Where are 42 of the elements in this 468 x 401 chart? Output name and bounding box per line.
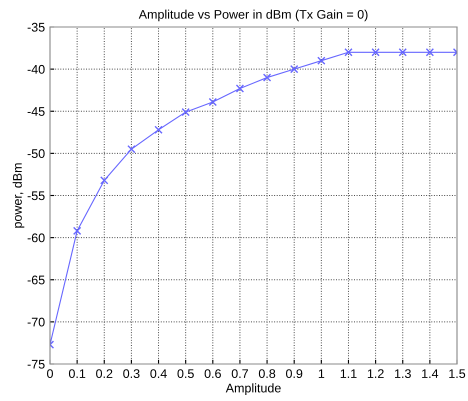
- point: [72, 226, 82, 236]
- x-tick-label: 1: [318, 369, 324, 378]
- y-tick-label: -55: [28, 191, 45, 200]
- y-tick-label: -35: [28, 22, 45, 32]
- point: [371, 48, 380, 56]
- x-axis-title: Amplitude: [226, 383, 281, 395]
- x-tick-label: 0: [47, 369, 53, 378]
- y-tick-label: -60: [28, 233, 45, 242]
- point: [182, 108, 190, 116]
- point: [426, 48, 434, 56]
- chart-title: Amplitude vs Power in dBm (Tx Gain = 0): [138, 10, 368, 22]
- point: [127, 144, 136, 154]
- x-tick-label: 1.5: [449, 369, 466, 378]
- x-tick-label: 1.4: [422, 369, 438, 378]
- y-tick-label: -50: [28, 149, 45, 158]
- point: [398, 48, 407, 56]
- x-tick-label: 1.1: [340, 369, 357, 378]
- point: [262, 73, 272, 82]
- point: [317, 56, 326, 65]
- x-tick-label: 0.8: [258, 369, 276, 378]
- x-tick-label: 1.3: [395, 369, 411, 378]
- point: [236, 84, 244, 93]
- y-tick-label: -75: [28, 360, 45, 369]
- y-tick-label: -70: [28, 318, 45, 327]
- point: [290, 64, 298, 74]
- point: [100, 176, 108, 184]
- y-tick-label: -40: [28, 64, 45, 74]
- x-tick-label: 0.2: [96, 369, 112, 378]
- x-tick-label: 0.5: [177, 369, 194, 378]
- point: [344, 48, 353, 56]
- y-tick-label: -65: [28, 276, 45, 284]
- x-tick-label: 1.2: [368, 369, 384, 378]
- y-tick-label: -45: [28, 107, 45, 116]
- y-axis-title: power, dBm: [12, 163, 24, 228]
- x-tick-label: 0.7: [232, 369, 248, 378]
- point: [208, 98, 217, 106]
- x-tick-label: 0.6: [204, 369, 221, 378]
- point: [154, 126, 163, 134]
- x-tick-label: 0.4: [150, 369, 167, 378]
- x-tick-label: 0.3: [123, 369, 140, 378]
- x-tick-label: 0.9: [286, 369, 302, 378]
- x-tick-label: 0.1: [68, 369, 86, 378]
